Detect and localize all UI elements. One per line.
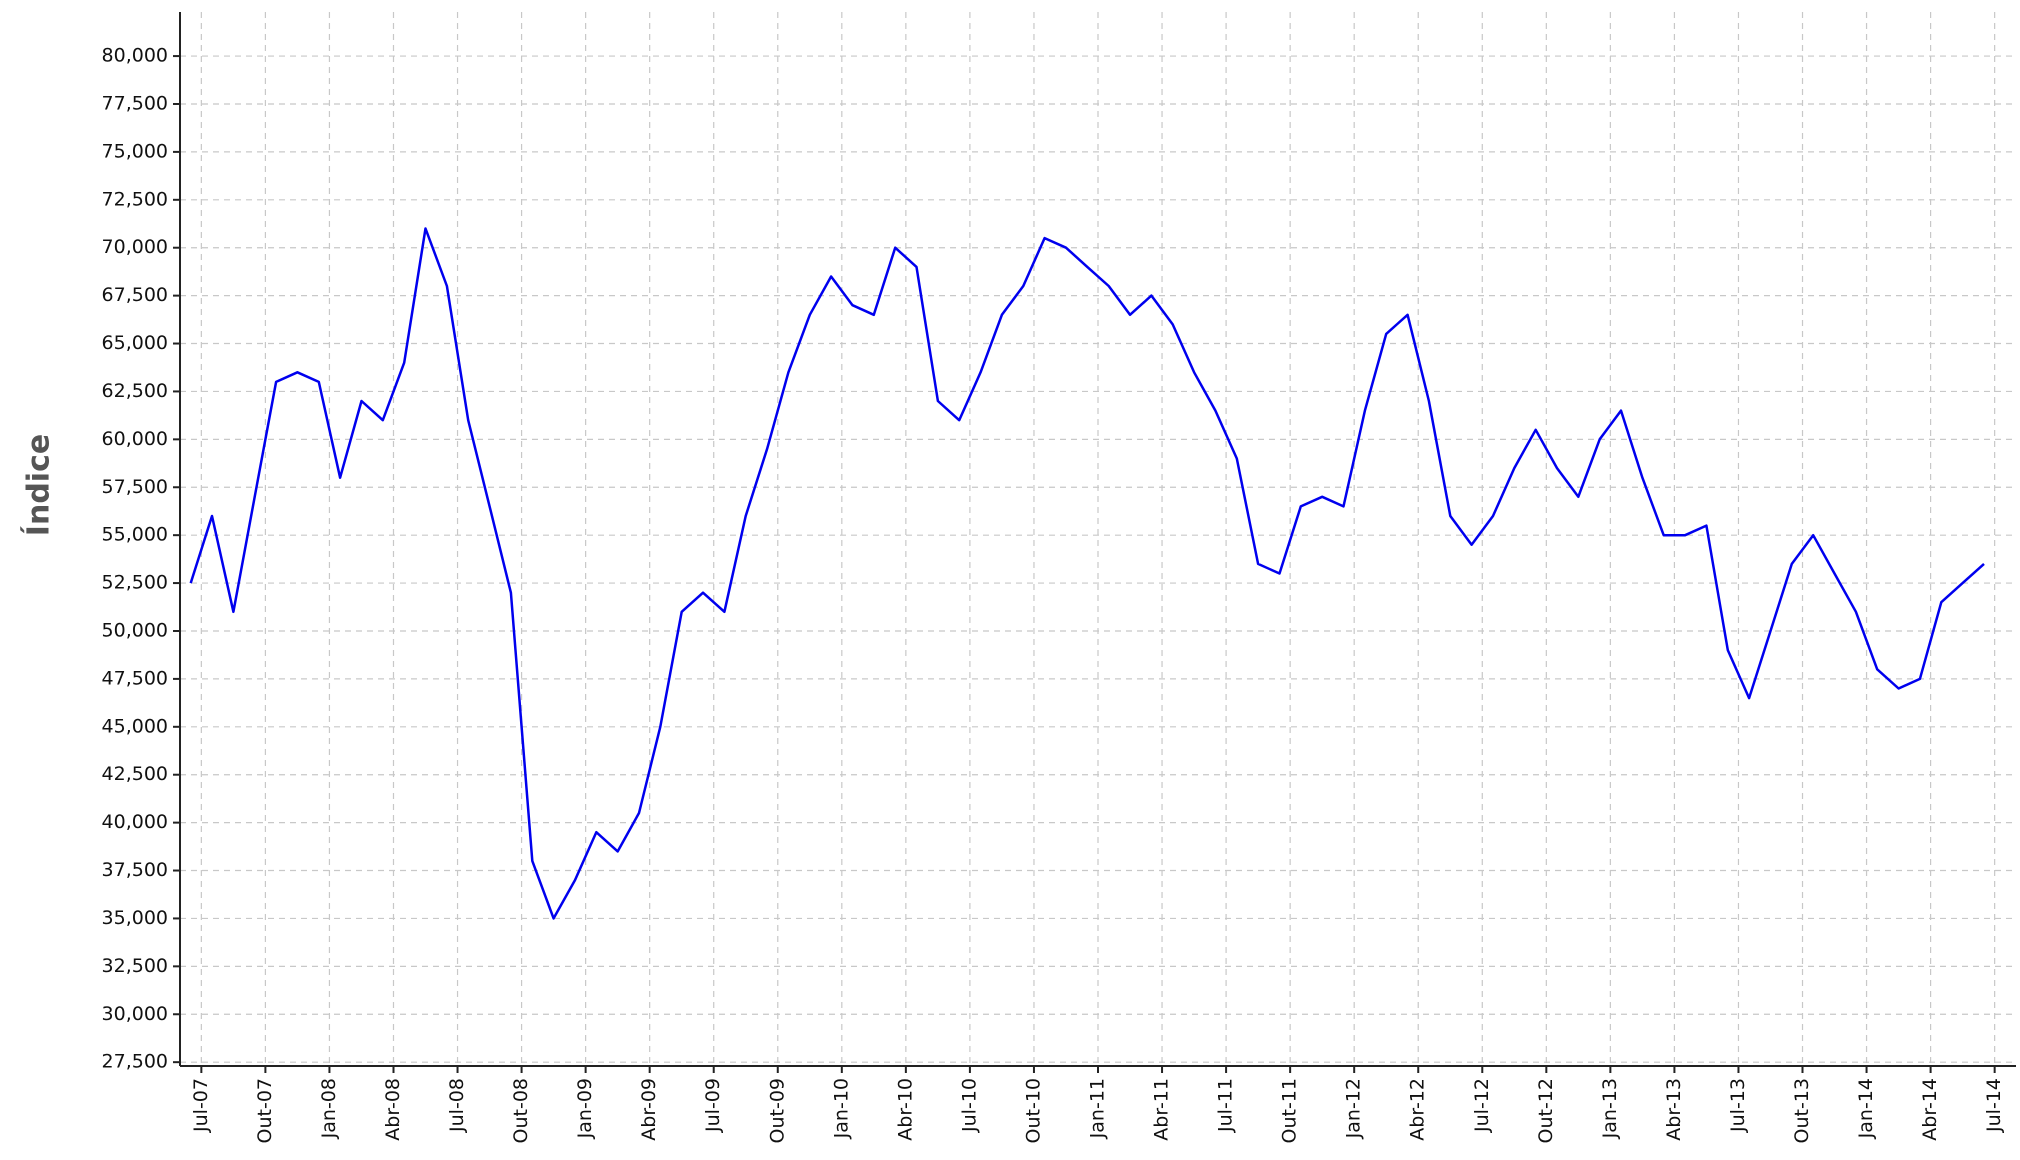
y-tick-label: 37,500 [102,859,168,881]
x-tick-label: Abr-08 [382,1078,404,1141]
x-tick-label: Abr-12 [1407,1078,1429,1141]
y-tick-label: 32,500 [102,955,168,977]
line-series [189,227,1985,920]
x-tick-label: Jul-10 [958,1078,980,1133]
y-tick-label: 42,500 [102,763,168,785]
y-axis-label: Índice [21,434,57,536]
x-tick-label: Jan-11 [1087,1078,1109,1139]
y-tick-label: 65,000 [102,332,168,354]
y-tick-label: 45,000 [102,715,168,737]
x-tick-label: Jan-10 [830,1078,852,1139]
x-tick-label: Abr-13 [1663,1078,1685,1141]
x-tick-label: Abr-14 [1919,1078,1941,1141]
y-tick-label: 57,500 [102,476,168,498]
x-tick-label: Out-11 [1279,1078,1301,1143]
y-tick-label: 60,000 [102,428,168,450]
x-tick-label: Out-09 [766,1078,788,1143]
y-tick-label: 55,000 [102,524,168,546]
x-tick-label: Out-10 [1022,1078,1044,1143]
x-tick-label: Out-07 [254,1078,276,1143]
x-tick-label: Abr-11 [1151,1078,1173,1141]
y-tick-label: 27,500 [102,1051,168,1073]
x-tick-label: Jan-14 [1855,1078,1877,1139]
x-tick-label: Jan-08 [318,1078,340,1139]
y-tick-label: 80,000 [102,45,168,67]
x-tick-label: Jul-12 [1471,1078,1493,1133]
x-tick-label: Out-12 [1535,1078,1557,1143]
x-tick-label: Jul-11 [1215,1078,1237,1133]
y-tick-label: 70,000 [102,236,168,258]
x-tick-label: Abr-10 [894,1078,916,1141]
y-tick-label: 62,500 [102,380,168,402]
x-tick-label: Out-13 [1791,1078,1813,1143]
x-tick-label: Jul-14 [1983,1078,2005,1133]
x-tick-label: Jul-07 [190,1078,212,1133]
y-tick-label: 35,000 [102,907,168,929]
y-tick-label: 67,500 [102,284,168,306]
y-tick-label: 72,500 [102,188,168,210]
y-tick-label: 40,000 [102,811,168,833]
x-tick-label: Jan-09 [574,1078,596,1139]
x-tick-label: Jan-12 [1343,1078,1365,1139]
y-tick-label: 52,500 [102,572,168,594]
y-tick-label: 50,000 [102,619,168,641]
y-tick-label: 47,500 [102,667,168,689]
y-tick-label: 75,000 [102,140,168,162]
y-tick-label: 30,000 [102,1003,168,1025]
y-tick-label: 77,500 [102,92,168,114]
x-tick-label: Jan-13 [1599,1078,1621,1139]
x-tick-label: Jul-08 [446,1078,468,1133]
x-tick-label: Jul-09 [702,1078,724,1133]
x-tick-label: Jul-13 [1727,1078,1749,1133]
x-tick-label: Out-08 [510,1078,532,1143]
x-tick-label: Abr-09 [638,1078,660,1141]
